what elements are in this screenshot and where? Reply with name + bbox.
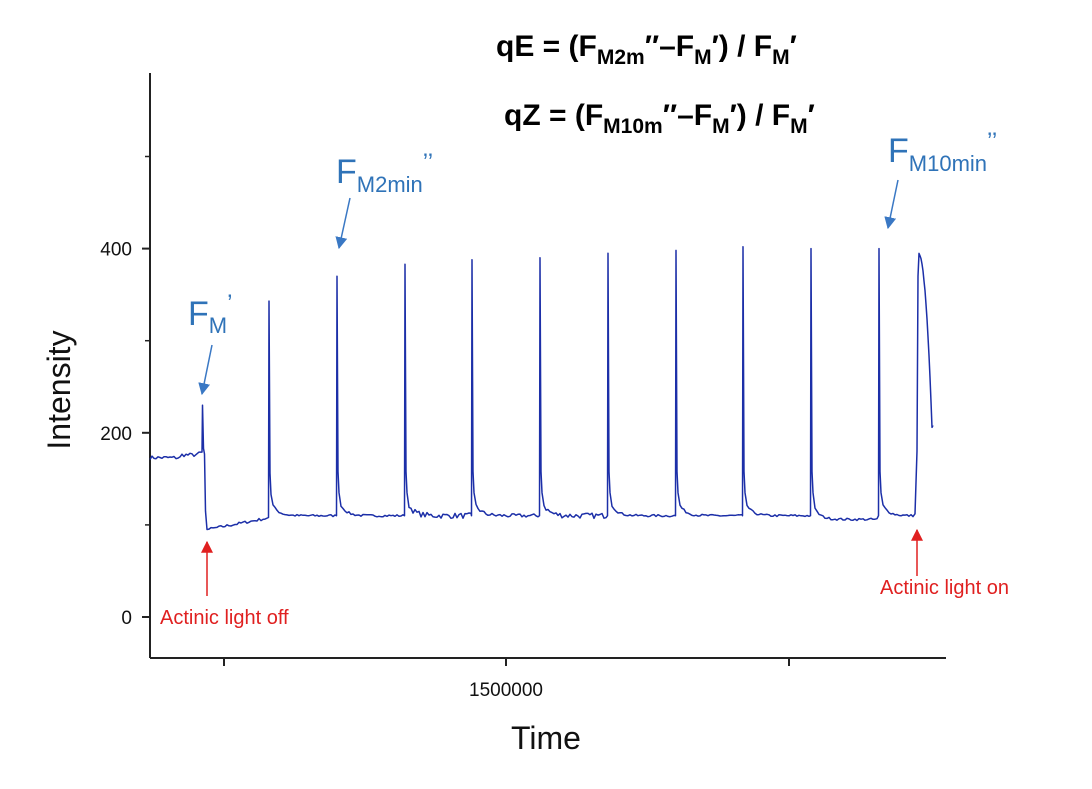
intensity-trace [149,246,934,531]
label-fm-prime: FM’ [188,290,232,338]
label-fm2min: FM2min’’ [336,149,433,197]
axis-ticks: 0 200 400 1500000 [100,155,790,701]
label-light-off: Actinic light off [160,607,289,629]
x-tick-label: 1500000 [469,680,543,701]
label-light-on: Actinic light on [880,577,1009,599]
x-axis-title: Time [511,720,581,756]
label-fm10min: FM10min’’ [888,128,997,176]
y-tick-label: 200 [100,424,132,445]
arrow-fm-prime [198,344,213,396]
formula-qz: qZ = (FM10m″–FM′) / FM′ [504,99,815,138]
arrow-fm2min [335,197,351,250]
y-tick-label: 0 [121,608,132,629]
y-tick-label: 400 [100,240,132,261]
arrow-fm10min [884,179,899,230]
formula-qe: qE = (FM2m″–FM′) / FM′ [496,30,797,69]
y-axis-title: Intensity [41,330,77,449]
